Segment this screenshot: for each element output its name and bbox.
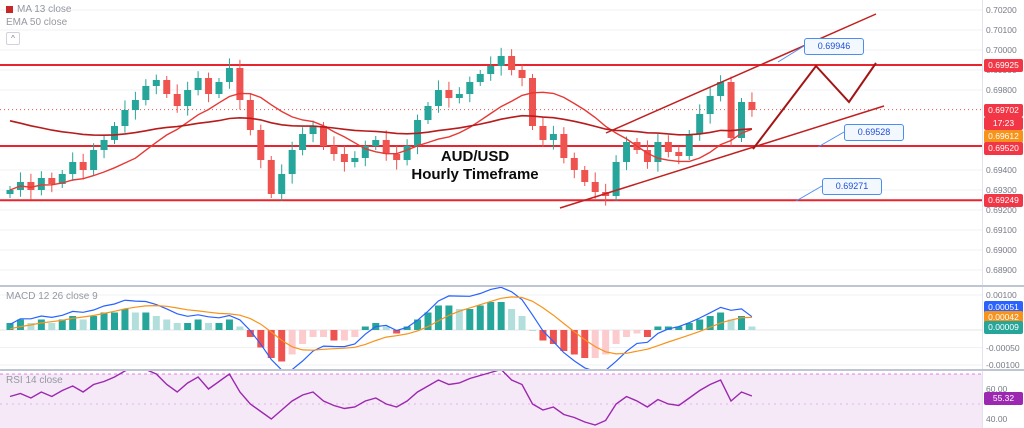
rsi-pane-legend: RSI 14 close: [6, 374, 63, 387]
candlesticks: [6, 47, 756, 206]
price-pane: MA 13 close EMA 50 close ^ AUD/USD Hourl…: [0, 0, 1024, 285]
ma13-legend-label: MA 13 close: [17, 4, 72, 15]
axis-tick-label: 0.70100: [986, 25, 1017, 35]
indicator-legend-macd[interactable]: MACD 12 26 close 9: [6, 290, 98, 303]
macd-chart-canvas[interactable]: [0, 287, 1024, 369]
indicator-legend-rsi[interactable]: RSI 14 close: [6, 374, 63, 387]
forecast-zigzag: [752, 62, 877, 150]
rsi-band: [0, 374, 982, 428]
resistance-level-badge: 0.69925: [984, 58, 1023, 72]
ema50-line: [9, 114, 752, 137]
macd-legend-label: MACD 12 26 close 9: [6, 291, 98, 302]
axis-tick-label: 0.68900: [986, 265, 1017, 275]
rsi-chart-canvas[interactable]: [0, 371, 1024, 428]
axis-tick-label: 0.69200: [986, 205, 1017, 215]
indicator-legend-ema50[interactable]: EMA 50 close: [6, 16, 71, 29]
axis-tick-label: 0.69300: [986, 185, 1017, 195]
callout-leader-line: [795, 185, 823, 202]
macd-histogram: [6, 302, 756, 362]
price-callout[interactable]: 0.69271: [822, 178, 882, 195]
axis-tick-label: 0.69800: [986, 85, 1017, 95]
price-pane-legend: MA 13 close EMA 50 close ^: [6, 3, 71, 45]
axis-tick-label: 0.70200: [986, 5, 1017, 15]
price-axis[interactable]: 0.702000.701000.700000.699000.698000.694…: [984, 0, 1024, 285]
channel-lower: [559, 105, 885, 209]
rsi-axis[interactable]: 60.00 40.00 55.32: [984, 371, 1024, 428]
rsi-value-badge: 55.32: [984, 391, 1023, 405]
callout-leader-line: [817, 131, 845, 148]
axis-tick-label: 60.00: [986, 384, 1008, 394]
bar-countdown-badge: 17:23: [984, 116, 1023, 130]
support-level-badge: 0.69249: [984, 193, 1023, 207]
price-callout[interactable]: 0.69528: [844, 124, 904, 141]
rsi-line: [9, 371, 753, 426]
macd-signal-line: [9, 296, 752, 355]
last-price-badge: 0.69702: [984, 103, 1023, 117]
support-level-badge: 0.69520: [984, 141, 1023, 155]
price-chart-canvas[interactable]: [0, 0, 1024, 285]
axis-tick-label: 0.00100: [986, 290, 1017, 300]
pane-separator[interactable]: [0, 369, 1024, 371]
macd-pane-legend: MACD 12 26 close 9: [6, 290, 98, 303]
axis-tick-label: 0.69100: [986, 225, 1017, 235]
axis-tick-label: 0.69000: [986, 245, 1017, 255]
axis-tick-label: 0.70000: [986, 45, 1017, 55]
rsi-pane: RSI 14 close 60.00 40.00 55.32: [0, 371, 1024, 428]
ema-value-badge: 0.69612: [984, 129, 1023, 143]
signal-value-badge: 0.00042: [984, 310, 1023, 324]
rsi-legend-label: RSI 14 close: [6, 375, 63, 386]
macd-pane: MACD 12 26 close 9 0.001000.00000-0.0005…: [0, 287, 1024, 370]
pane-separator[interactable]: [0, 285, 1024, 287]
timeframe-title-text: Hourly Timeframe: [411, 166, 539, 183]
collapse-pane-button[interactable]: ^: [6, 32, 20, 45]
axis-tick-label: -0.00100: [986, 360, 1020, 370]
symbol-title-text: AUD/USD: [440, 148, 510, 165]
axis-tick-label: 40.00: [986, 414, 1008, 424]
chart-title-annotation: AUD/USD Hourly Timeframe: [385, 148, 565, 184]
axis-tick-label: 0.69400: [986, 165, 1017, 175]
macd-line: [9, 287, 753, 369]
indicator-legend-ma13[interactable]: MA 13 close: [6, 3, 71, 16]
axis-tick-label: -0.00050: [986, 342, 1020, 353]
channel-upper: [605, 13, 877, 134]
price-callout[interactable]: 0.69946: [804, 38, 864, 55]
ma13-line: [9, 91, 753, 191]
macd-value-badge: 0.00051: [984, 300, 1023, 314]
ma13-color-swatch: [6, 6, 13, 13]
histogram-value-badge: 0.00009: [984, 320, 1023, 334]
callout-leader-line: [777, 45, 805, 63]
ema50-legend-label: EMA 50 close: [6, 17, 68, 28]
axis-divider: [982, 0, 983, 428]
macd-axis[interactable]: 0.001000.00000-0.00050-0.001000.000510.0…: [984, 287, 1024, 370]
